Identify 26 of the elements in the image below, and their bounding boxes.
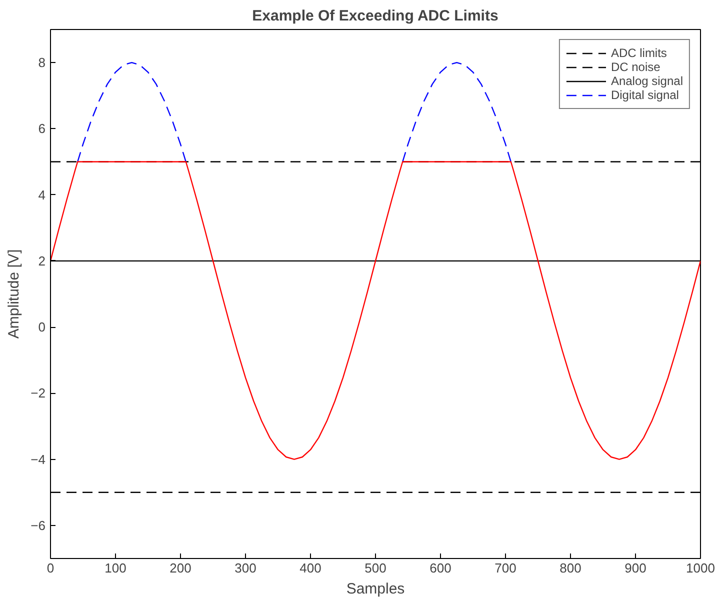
y-tick-label: 8 [38, 55, 46, 70]
line-series [50, 161, 700, 460]
legend-label: ADC limits [610, 46, 667, 60]
chart-title: Example Of Exceeding ADC Limits [252, 8, 498, 24]
x-tick-label: 300 [234, 560, 256, 576]
x-tick-label: 1000 [686, 560, 715, 576]
x-tick-label: 700 [494, 560, 516, 576]
x-tick-label: 800 [560, 560, 582, 576]
x-tick-label: 600 [430, 560, 452, 576]
y-tick-label: −6 [30, 518, 46, 533]
y-tick-label: 4 [38, 187, 46, 202]
x-tick-label: 500 [364, 560, 386, 576]
x-tick-label: 400 [300, 560, 322, 576]
legend-label: Digital signal [610, 88, 679, 102]
x-tick-label: 900 [624, 560, 646, 576]
legend-label: Analog signal [610, 74, 683, 88]
y-tick-label: −2 [30, 386, 46, 401]
x-tick-label: 200 [170, 560, 192, 576]
y-axis-title: Amplitude [V] [6, 249, 23, 339]
y-tick-label: 6 [38, 121, 46, 136]
legend-label: DC noise [610, 60, 660, 74]
x-axis-title: Samples [346, 580, 405, 598]
y-tick-label: 2 [38, 253, 46, 268]
y-tick-label: −4 [30, 452, 46, 467]
y-tick-label: 0 [38, 320, 46, 335]
x-tick-label: 100 [104, 560, 126, 576]
